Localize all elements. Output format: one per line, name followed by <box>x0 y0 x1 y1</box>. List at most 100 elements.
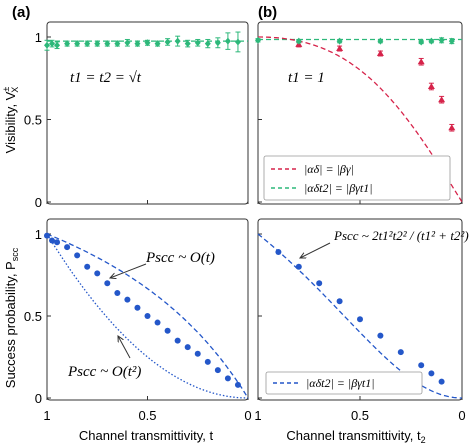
data-point-a-bottom <box>224 375 231 382</box>
data-point-b-top <box>376 50 384 56</box>
data-point-a-bottom <box>84 263 91 270</box>
y-tick-label-a-bottom: 0 <box>35 391 42 406</box>
data-point-b-bottom <box>438 378 445 385</box>
panel-frame-a-top <box>46 21 249 205</box>
y-label-top: Visibility, V±X <box>1 87 20 154</box>
theory-curve-b-top-red <box>258 36 463 203</box>
data-point-b-top <box>417 58 425 65</box>
data-point-a-top <box>49 40 56 48</box>
annotation-a-top: t1 = t2 = √t <box>70 70 142 86</box>
legend-entry-green: |αδt2| = |βγt1| <box>304 181 373 195</box>
arrow-b-bot <box>300 242 331 258</box>
arrow-a-bot-1 <box>110 263 147 278</box>
data-point-a-bottom <box>174 337 181 344</box>
data-point-a-top <box>204 40 211 48</box>
data-point-a-bottom <box>94 270 101 277</box>
data-point-a-top <box>104 40 111 48</box>
y-tick-label-a-bottom: 1 <box>35 227 42 242</box>
data-point-a-bottom <box>154 319 161 326</box>
data-point-a-top <box>64 40 71 48</box>
data-point-a-bottom <box>104 280 111 287</box>
data-point-b-bottom <box>418 362 425 369</box>
data-point-a-bottom <box>44 232 50 239</box>
data-point-a-top <box>214 39 221 47</box>
data-point-b-top <box>295 37 302 45</box>
panel-label-b: (b) <box>258 4 277 21</box>
x-tick-label-b-bottom: 1 <box>254 408 261 423</box>
legend-entry-red: |αδ| = |βγ| <box>304 162 354 176</box>
data-point-a-top <box>184 40 191 48</box>
data-point-a-top <box>164 38 171 46</box>
data-point-a-top <box>114 40 121 48</box>
data-point-a-bottom <box>134 304 141 311</box>
data-point-b-bottom <box>428 370 435 377</box>
y-tick-label-a-top: 0 <box>35 195 42 210</box>
x-label-right: Channel transmittivity, t2 <box>286 428 425 445</box>
theory-curve-a-bottom-ot <box>46 233 249 399</box>
data-point-a-bottom <box>49 237 56 244</box>
data-point-a-top <box>124 39 131 47</box>
data-point-b-top <box>255 36 261 44</box>
data-point-b-top <box>336 37 343 45</box>
panel-label-a: (a) <box>12 4 30 21</box>
data-point-a-top <box>54 41 61 49</box>
x-label-left: Channel transmittivity, t <box>79 428 214 443</box>
data-point-a-bottom <box>64 244 71 251</box>
x-tick-label-a-bottom: 0.5 <box>138 408 156 423</box>
data-point-a-top <box>144 39 151 47</box>
data-point-a-bottom <box>194 350 201 357</box>
data-point-b-bottom <box>295 263 302 270</box>
data-point-b-bottom <box>377 332 384 339</box>
data-point-a-bottom <box>124 296 131 303</box>
data-point-a-top <box>84 40 91 48</box>
data-point-a-bottom <box>234 381 241 388</box>
data-point-b-bottom <box>316 280 323 287</box>
data-point-b-bottom <box>357 316 363 323</box>
annotation-a-bot-2: Pscc ~ O(t²) <box>67 364 141 380</box>
data-point-a-bottom <box>214 367 221 374</box>
data-point-b-top <box>418 38 425 46</box>
data-point-b-top <box>427 83 435 89</box>
data-point-a-bottom <box>204 358 211 365</box>
annotation-b-top: t1 = 1 <box>288 70 325 86</box>
data-point-b-top <box>438 36 445 44</box>
x-tick-label-a-bottom: 0 <box>244 408 251 423</box>
arrow-a-bot-2 <box>118 336 131 359</box>
data-point-a-bottom <box>144 313 151 319</box>
legend-b-bot: |αδt2| = |βγt1| <box>265 371 423 395</box>
data-point-a-bottom <box>114 290 121 297</box>
annotation-a-bot-1: Pscc ~ O(t) <box>145 250 215 266</box>
data-point-a-bottom <box>74 252 81 259</box>
data-point-b-top <box>448 37 455 45</box>
annotation-b-bot: Pscc ~ 2t1²t2² / (t1² + t2²) <box>333 228 469 243</box>
y-tick-label-a-top: 1 <box>35 30 42 45</box>
y-tick-label-a-bottom: 0.5 <box>24 309 42 324</box>
data-point-a-top <box>194 39 201 47</box>
y-tick-label-a-top: 0.5 <box>24 113 42 128</box>
legend-entry-blue: |αδt2| = |βγt1| <box>306 376 375 390</box>
x-tick-label-b-bottom: 0.5 <box>351 408 369 423</box>
data-point-b-bottom <box>397 349 404 356</box>
data-point-a-bottom <box>164 327 171 334</box>
legend-b-top: |αδ| = |βγ| |αδt2| = |βγt1| <box>263 155 451 201</box>
data-point-b-top <box>448 124 456 131</box>
data-point-b-top <box>336 45 344 52</box>
data-point-b-top <box>428 37 435 45</box>
data-point-a-top <box>154 40 161 48</box>
x-tick-label-b-bottom: 0 <box>458 408 465 423</box>
y-label-bottom: Success probability, Pscc <box>3 247 20 388</box>
data-point-a-bottom <box>184 344 191 351</box>
data-point-a-top <box>44 41 50 49</box>
data-point-a-top <box>234 38 241 46</box>
data-point-a-top <box>74 40 81 48</box>
data-point-b-top <box>377 37 384 45</box>
x-tick-label-a-bottom: 1 <box>43 408 50 423</box>
data-point-b-bottom <box>336 298 343 305</box>
data-point-a-top <box>94 40 101 48</box>
data-point-a-bottom <box>54 239 61 246</box>
theory-curve-a-bottom-ot2 <box>46 233 248 399</box>
data-point-a-top <box>174 37 181 45</box>
data-point-b-top <box>438 96 446 103</box>
data-point-a-top <box>224 37 231 45</box>
